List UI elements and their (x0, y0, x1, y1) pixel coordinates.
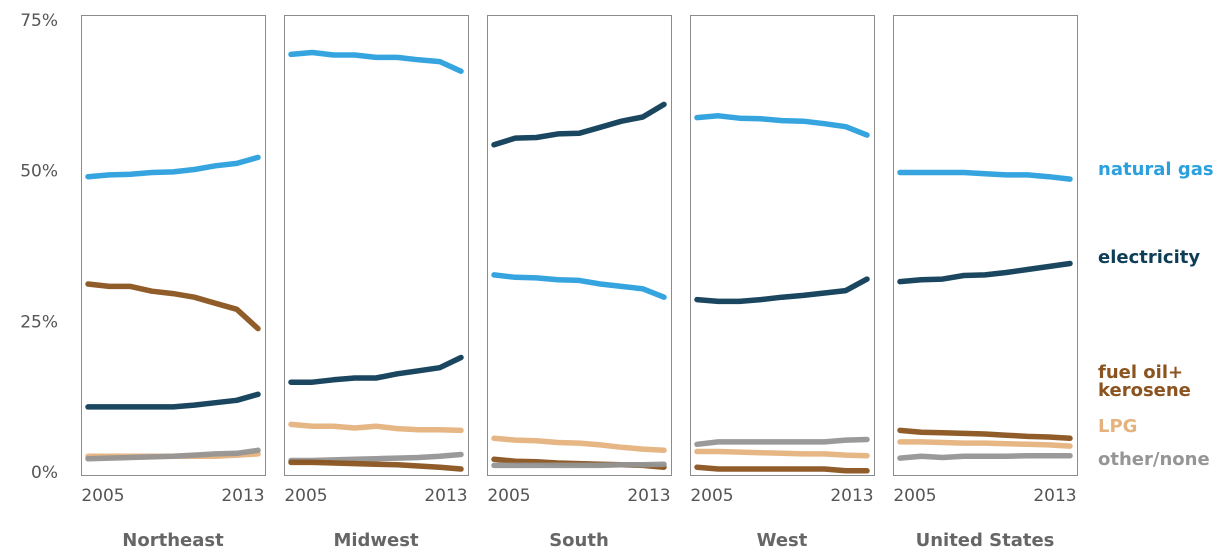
x-tick-label: 2013 (627, 486, 670, 506)
series-line-natural-gas (491, 272, 667, 300)
x-tick-label: 2005 (690, 486, 733, 506)
legend-label: fuel oil+ (1098, 362, 1183, 383)
panel-northeast: 2005 2013 Northeast (81, 15, 266, 551)
y-axis: 75% 50% 25% 0% (20, 11, 58, 483)
series-line-fuel-oil-kerosene (897, 427, 1073, 442)
y-tick-label: 0% (31, 463, 58, 483)
legend-label: natural gas (1098, 159, 1214, 180)
legend-label: electricity (1098, 247, 1200, 268)
series-line-electricity (288, 354, 464, 385)
series-line-other-none (85, 447, 261, 462)
panel-west: 2005 2013 West (690, 15, 875, 551)
series-line-fuel-oil-kerosene (85, 281, 261, 332)
legend-label: LPG (1098, 416, 1137, 437)
series-line-lpg (288, 421, 464, 434)
region-label: Northeast (122, 530, 224, 551)
x-tick-label: 2013 (830, 486, 873, 506)
region-label: South (549, 530, 609, 551)
legend-item-fuel-oil-kerosene: fuel oil+kerosene (1098, 362, 1191, 401)
y-tick-label: 75% (20, 11, 58, 31)
panel-frame (690, 15, 875, 476)
panel-united-states: 2005 2013 United States (893, 15, 1078, 551)
panel-frame (893, 15, 1078, 476)
series-line-electricity (694, 276, 870, 305)
panel-frame (487, 15, 672, 476)
series-line-electricity (85, 391, 261, 410)
x-tick-label: 2005 (284, 486, 327, 506)
series-line-other-none (897, 452, 1073, 461)
panel-frame (284, 15, 469, 476)
legend-item-other-none: other/none (1098, 449, 1210, 470)
panel-midwest: 2005 2013 Midwest (284, 15, 469, 551)
series-line-fuel-oil-kerosene (288, 459, 464, 472)
x-tick-label: 2005 (487, 486, 530, 506)
series-line-other-none (491, 461, 667, 469)
series-line-other-none (694, 436, 870, 448)
x-tick-label: 2005 (81, 486, 124, 506)
x-tick-label: 2005 (893, 486, 936, 506)
series-line-natural-gas (288, 49, 464, 74)
legend: natural gas electricity fuel oil+kerosene L… (1098, 159, 1214, 470)
x-tick-label: 2013 (424, 486, 467, 506)
x-tick-label: 2013 (221, 486, 264, 506)
panel-south: 2005 2013 South (487, 15, 672, 551)
series-line-electricity (897, 260, 1073, 285)
y-tick-label: 50% (20, 162, 58, 182)
legend-item-lpg: LPG (1098, 416, 1137, 437)
series-line-lpg (694, 448, 870, 459)
series-line-natural-gas (897, 169, 1073, 182)
chart-panels: 2005 2013 Northeast 2005 2013 Midwest 2005 2013… (81, 15, 1078, 551)
legend-item-electricity: electricity (1098, 247, 1200, 268)
legend-item-natural-gas: natural gas (1098, 159, 1214, 180)
series-line-fuel-oil-kerosene (694, 464, 870, 474)
series-line-lpg (897, 439, 1073, 449)
series-line-lpg (491, 435, 667, 454)
legend-label: other/none (1098, 449, 1210, 470)
x-tick-label: 2013 (1033, 486, 1076, 506)
region-label: United States (916, 530, 1055, 551)
series-line-natural-gas (85, 154, 261, 180)
region-label: West (757, 530, 808, 551)
series-line-electricity (491, 101, 667, 148)
series-line-natural-gas (694, 113, 870, 138)
region-label: Midwest (333, 530, 419, 551)
legend-label: kerosene (1098, 380, 1191, 401)
y-tick-label: 25% (20, 312, 58, 332)
